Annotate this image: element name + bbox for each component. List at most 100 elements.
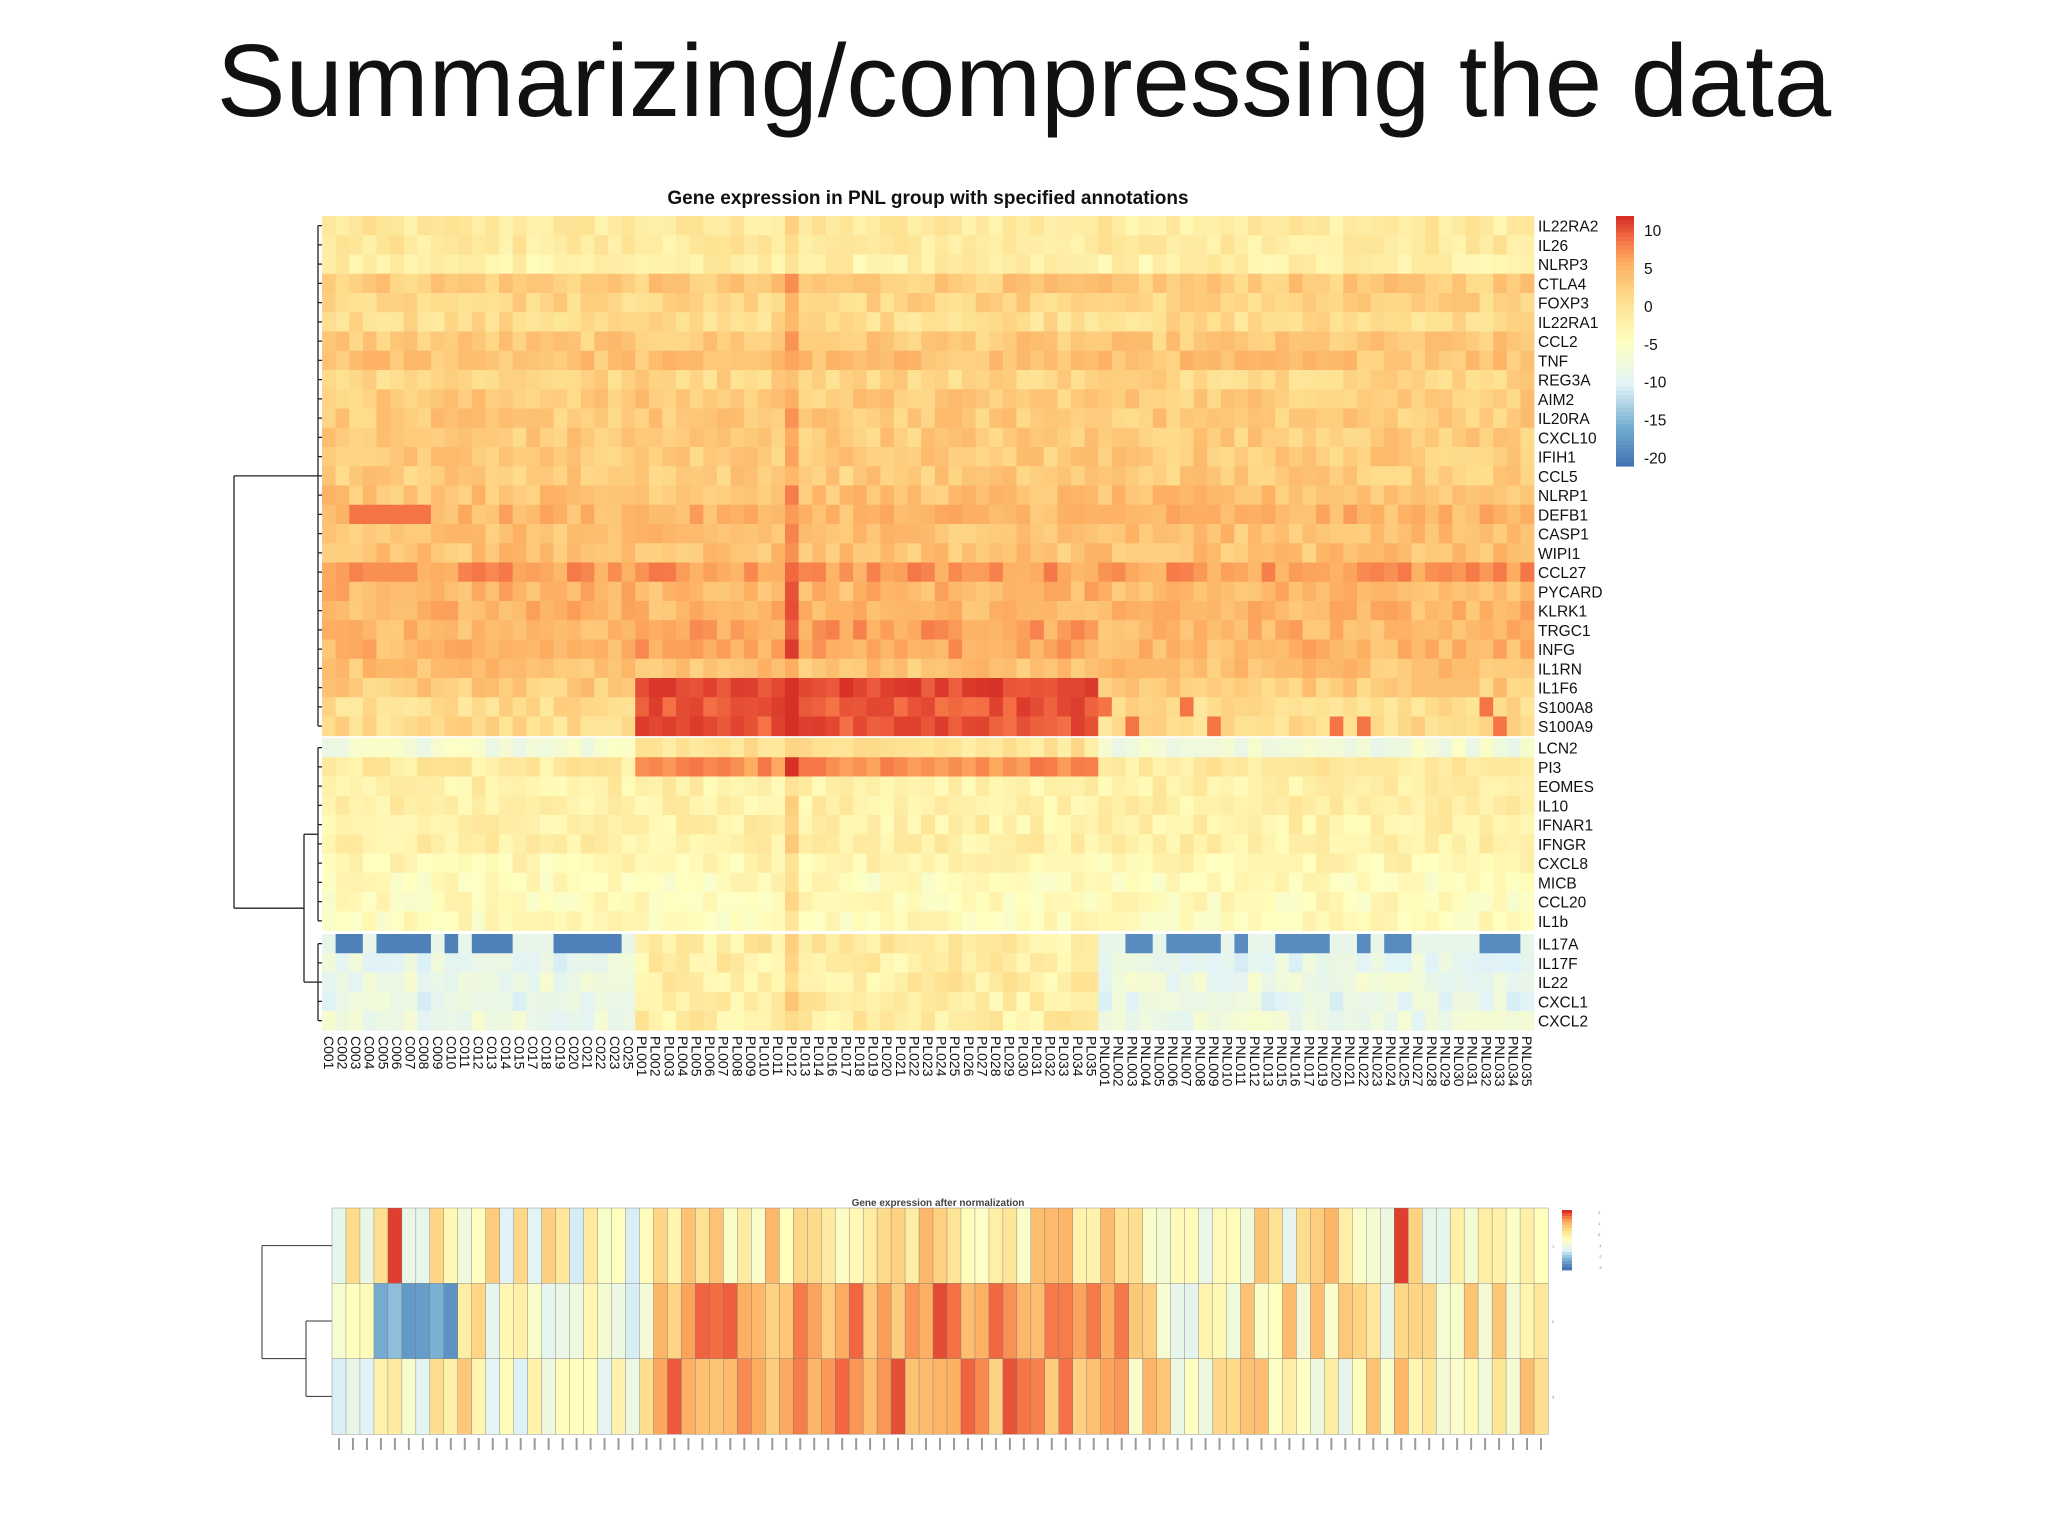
legend-swatch — [1562, 1261, 1572, 1265]
heatmap-cell — [866, 216, 881, 236]
heatmap-cell — [648, 216, 663, 236]
normalized-cell — [1519, 1358, 1535, 1435]
heatmap-cell — [866, 273, 881, 294]
heatmap-cell — [648, 235, 663, 255]
normalized-cell — [988, 1207, 1004, 1284]
normalized-cell — [1310, 1207, 1325, 1284]
column-tick — [449, 1438, 452, 1450]
normalized-cell — [1114, 1207, 1130, 1284]
normalized-cell — [1338, 1207, 1353, 1284]
heatmap-cell — [948, 235, 963, 255]
heatmap-cell — [1316, 254, 1331, 275]
column-tick — [1022, 1438, 1025, 1450]
heatmap-cell — [648, 273, 663, 294]
heatmap-cell — [1111, 350, 1126, 371]
normalized-cell — [904, 1283, 920, 1360]
heatmap-cell — [580, 216, 595, 236]
heatmap-cell — [499, 254, 514, 275]
heatmap-cell — [1057, 235, 1072, 255]
normalized-cell — [807, 1207, 822, 1284]
column-tick — [1498, 1438, 1501, 1450]
heatmap-cell — [594, 331, 609, 352]
heatmap-cell — [744, 273, 759, 294]
heatmap-cell — [921, 254, 936, 275]
normalized-cell — [751, 1207, 766, 1284]
normalized-cell — [807, 1358, 822, 1435]
heatmap-cell — [771, 235, 786, 255]
normalized-cell — [331, 1283, 347, 1360]
heatmap-cell — [1343, 273, 1358, 294]
heatmap-cell — [1452, 350, 1467, 371]
heatmap-cell — [403, 254, 418, 275]
normalized-cell — [1282, 1358, 1297, 1435]
normalized-cell — [1282, 1207, 1297, 1284]
heatmap-cell — [1343, 370, 1358, 390]
heatmap-cell — [1111, 331, 1126, 352]
column-tick — [1428, 1438, 1431, 1450]
normalized-cell — [1408, 1207, 1423, 1284]
normalized-cell — [1352, 1358, 1367, 1435]
legend-swatch — [1562, 1264, 1572, 1268]
heatmap-cell — [1288, 216, 1303, 236]
normalized-cell — [974, 1358, 990, 1435]
column-tick — [785, 1438, 788, 1450]
normalized-cell — [1058, 1207, 1074, 1284]
heatmap-cell — [839, 235, 854, 255]
legend-swatch — [1562, 1219, 1572, 1223]
heatmap-cell — [322, 350, 337, 371]
heatmap-cell — [1166, 235, 1181, 255]
heatmap-cell — [335, 216, 350, 236]
heatmap-cell — [1506, 273, 1521, 294]
heatmap-cell — [662, 370, 677, 390]
column-tick — [813, 1438, 816, 1450]
column-tick — [1288, 1438, 1291, 1450]
heatmap-cell — [1179, 331, 1194, 352]
heatmap-cell — [689, 370, 704, 390]
heatmap-cell — [812, 273, 827, 294]
heatmap-cell — [594, 293, 609, 313]
normalized-cell — [569, 1358, 585, 1435]
heatmap-cell — [948, 312, 963, 332]
legend-swatch — [1562, 1255, 1572, 1259]
heatmap-cell — [1397, 273, 1412, 294]
heatmap-cell — [1411, 254, 1426, 275]
normalized-cell — [1058, 1358, 1074, 1435]
normalized-cell — [1352, 1283, 1367, 1360]
heatmap-cell — [771, 216, 786, 236]
heatmap-cell — [662, 350, 677, 371]
heatmap-cell — [1452, 235, 1467, 255]
heatmap-cell — [349, 293, 364, 313]
heatmap-cell — [1288, 235, 1303, 255]
heatmap-cell — [1302, 273, 1317, 294]
heatmap-cell — [785, 254, 800, 275]
legend-swatch — [1562, 1234, 1572, 1238]
heatmap-cell — [1030, 370, 1045, 390]
heatmap-cell — [934, 216, 949, 236]
heatmap-cell — [1329, 293, 1344, 313]
heatmap-cell — [907, 350, 922, 371]
heatmap-cell — [689, 254, 704, 275]
heatmap-cell — [621, 273, 636, 294]
heatmap-cell — [1465, 312, 1480, 332]
heatmap-cell — [580, 293, 595, 313]
normalized-cell — [653, 1283, 668, 1360]
column-tick — [966, 1438, 969, 1450]
heatmap-cell — [335, 293, 350, 313]
heatmap-cell — [1370, 331, 1385, 352]
heatmap-cell — [1329, 254, 1344, 275]
normalized-cell — [1449, 1207, 1465, 1284]
normalized-cell — [1240, 1358, 1255, 1435]
heatmap-cell — [1152, 254, 1167, 275]
heatmap-cell — [1125, 312, 1140, 332]
heatmap-cell — [553, 254, 568, 275]
heatmap-cell — [1193, 350, 1208, 371]
heatmap-cell — [1520, 273, 1535, 294]
heatmap-cell — [471, 331, 486, 352]
column-tick — [491, 1438, 494, 1450]
heatmap-cell — [648, 254, 663, 275]
column-tick — [1386, 1438, 1389, 1450]
legend-tick: 1 — [1598, 1221, 1601, 1226]
heatmap-cell — [621, 350, 636, 371]
heatmap-cell — [1070, 370, 1086, 390]
heatmap-cell — [1070, 235, 1086, 255]
